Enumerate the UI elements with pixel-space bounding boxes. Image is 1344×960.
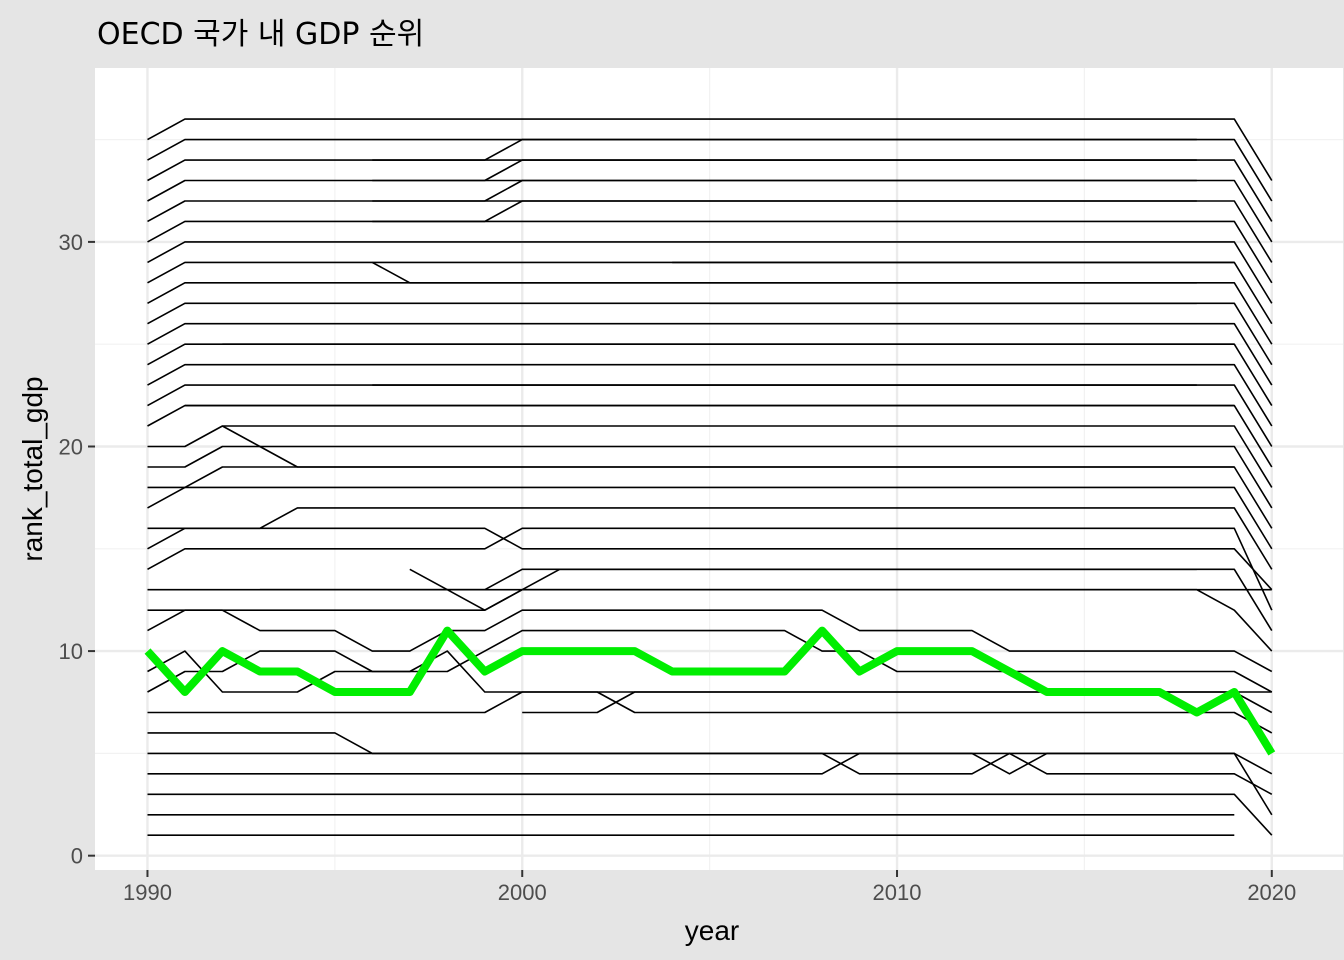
x-tick-label: 1990 bbox=[123, 880, 172, 905]
plot-panel bbox=[95, 68, 1343, 870]
x-axis-label: year bbox=[685, 915, 739, 946]
x-tick-label: 2020 bbox=[1247, 880, 1296, 905]
x-tick-label: 2000 bbox=[498, 880, 547, 905]
rank-series-line-34 bbox=[147, 118, 1273, 181]
highlight-series-line bbox=[144, 626, 1276, 756]
highlight-series-line bbox=[144, 626, 1276, 756]
rank-series-line-40 bbox=[372, 159, 1197, 182]
y-tick-label: 30 bbox=[59, 230, 83, 255]
rank-series-line-14 bbox=[147, 527, 1273, 591]
rank-series-line-13 bbox=[147, 527, 1273, 611]
rank-series-line-7 bbox=[147, 691, 1273, 734]
x-tick-label: 2010 bbox=[873, 880, 922, 905]
rank-series-line-37 bbox=[222, 425, 1235, 468]
rank-series-line-22 bbox=[147, 363, 1273, 427]
rank-series-line-19 bbox=[147, 425, 1273, 488]
rank-series-line-42 bbox=[372, 200, 1197, 223]
y-tick-label: 0 bbox=[71, 844, 83, 869]
rank-series-line-29 bbox=[147, 220, 1273, 284]
rank-series-line-39 bbox=[372, 138, 1197, 161]
rank-series-line-16 bbox=[147, 486, 1273, 550]
axes: 0 10 20 30 1990 2000 2010 2020 bbox=[59, 230, 1297, 905]
rank-series-line-15 bbox=[147, 507, 1273, 570]
rank-series-line-6 bbox=[147, 732, 1273, 775]
rank-series-line-9 bbox=[147, 629, 1273, 693]
y-axis-label: rank_total_gdp bbox=[17, 376, 48, 561]
rank-series-line-18 bbox=[147, 445, 1273, 509]
rank-series-lines bbox=[147, 118, 1273, 837]
y-tick-label: 20 bbox=[59, 434, 83, 459]
y-tick-label: 10 bbox=[59, 639, 83, 664]
rank-series-line-41 bbox=[372, 179, 1197, 202]
rank-series-line-10 bbox=[147, 609, 1273, 673]
rank-series-line-45 bbox=[409, 568, 1197, 612]
rank-series-line-43 bbox=[371, 261, 1197, 284]
rank-series-line-3 bbox=[147, 793, 1273, 836]
chart-title: OECD 국가 내 GDP 순위 bbox=[97, 17, 424, 52]
rank-series-line-28 bbox=[147, 241, 1273, 304]
rank-series-line-24 bbox=[147, 322, 1273, 386]
